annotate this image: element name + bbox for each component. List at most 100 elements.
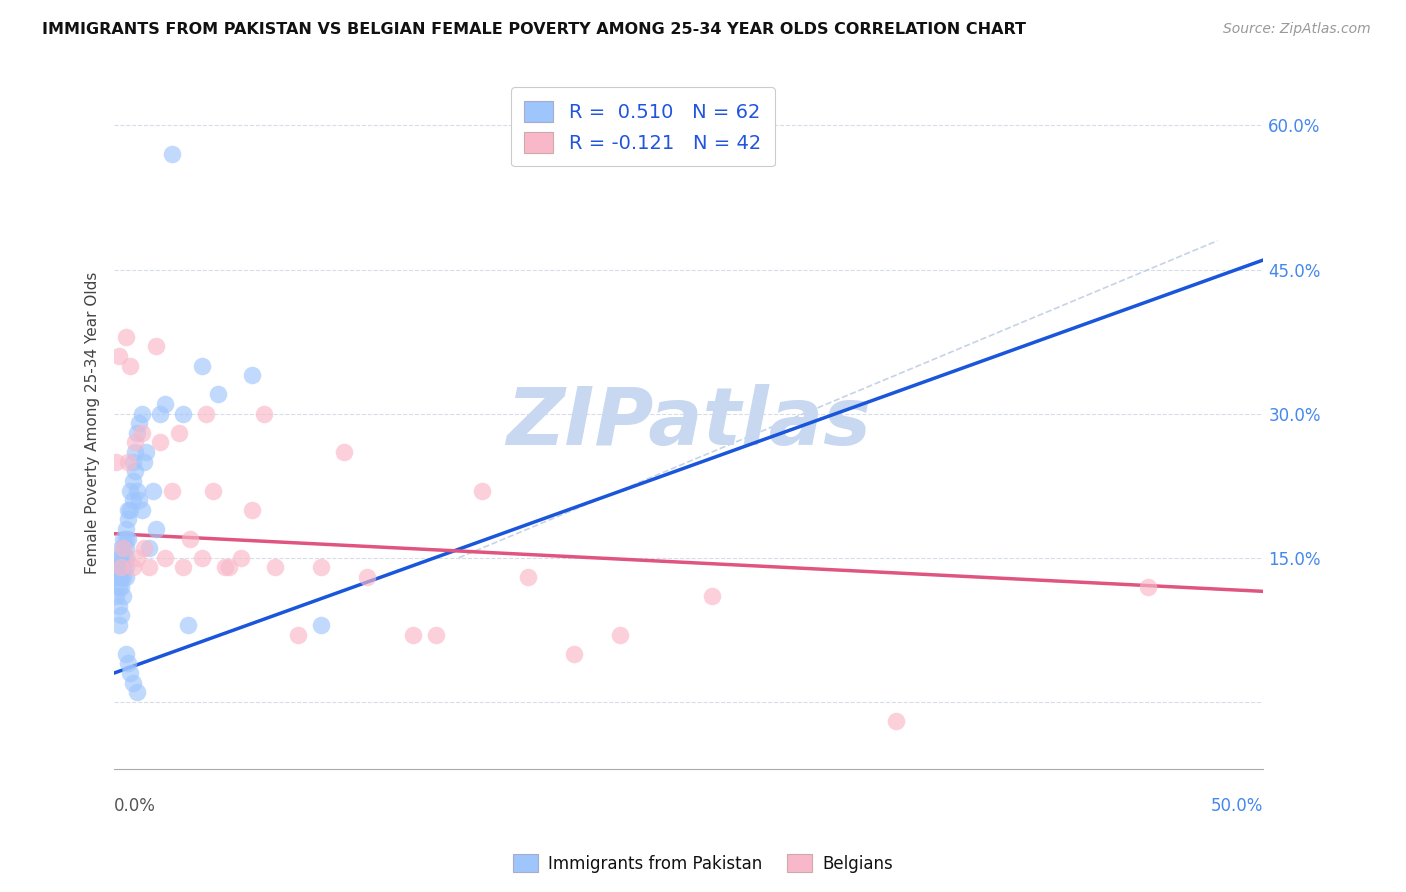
Point: [309, 618, 332, 632]
Point: [131, 425, 153, 440]
Point: [114, 541, 136, 556]
Legend: R =  0.510   N = 62, R = -0.121   N = 42: R = 0.510 N = 62, R = -0.121 N = 42: [510, 87, 775, 167]
Point: [124, 435, 146, 450]
Point: [117, 455, 139, 469]
Point: [105, 455, 128, 469]
Point: [700, 589, 723, 603]
Point: [110, 608, 132, 623]
Point: [202, 483, 225, 498]
Point: [240, 368, 263, 383]
Point: [229, 550, 252, 565]
Point: [127, 425, 149, 440]
Point: [114, 560, 136, 574]
Point: [107, 570, 129, 584]
Point: [425, 627, 447, 641]
Point: [240, 502, 263, 516]
Point: [153, 550, 176, 565]
Point: [252, 407, 274, 421]
Point: [110, 541, 132, 556]
Point: [121, 455, 143, 469]
Point: [114, 647, 136, 661]
Point: [128, 493, 150, 508]
Legend: Immigrants from Pakistan, Belgians: Immigrants from Pakistan, Belgians: [506, 847, 900, 880]
Point: [149, 435, 172, 450]
Point: [110, 580, 132, 594]
Point: [117, 657, 139, 671]
Point: [135, 445, 157, 459]
Point: [121, 493, 143, 508]
Point: [110, 550, 132, 565]
Text: ZIPatlas: ZIPatlas: [506, 384, 872, 462]
Point: [131, 502, 153, 516]
Point: [120, 359, 142, 373]
Point: [107, 618, 129, 632]
Point: [149, 407, 172, 421]
Point: [172, 560, 194, 574]
Point: [131, 407, 153, 421]
Point: [190, 550, 212, 565]
Point: [112, 532, 135, 546]
Point: [471, 483, 494, 498]
Point: [562, 647, 585, 661]
Point: [117, 532, 139, 546]
Point: [110, 560, 132, 574]
Point: [127, 483, 149, 498]
Point: [114, 522, 136, 536]
Point: [105, 560, 128, 574]
Point: [138, 560, 160, 574]
Point: [145, 339, 167, 353]
Point: [120, 666, 142, 681]
Text: IMMIGRANTS FROM PAKISTAN VS BELGIAN FEMALE POVERTY AMONG 25-34 YEAR OLDS CORRELA: IMMIGRANTS FROM PAKISTAN VS BELGIAN FEMA…: [42, 22, 1026, 37]
Point: [110, 560, 132, 574]
Point: [114, 570, 136, 584]
Point: [160, 147, 183, 161]
Text: 50.0%: 50.0%: [1211, 797, 1264, 814]
Point: [112, 541, 135, 556]
Point: [138, 541, 160, 556]
Point: [114, 330, 136, 344]
Point: [609, 627, 631, 641]
Point: [107, 560, 129, 574]
Point: [105, 570, 128, 584]
Point: [287, 627, 309, 641]
Point: [120, 502, 142, 516]
Point: [356, 570, 378, 584]
Point: [145, 522, 167, 536]
Text: Source: ZipAtlas.com: Source: ZipAtlas.com: [1223, 22, 1371, 37]
Point: [112, 570, 135, 584]
Point: [402, 627, 425, 641]
Point: [112, 560, 135, 574]
Point: [167, 425, 190, 440]
Point: [264, 560, 287, 574]
Point: [127, 685, 149, 699]
Point: [884, 714, 907, 728]
Point: [179, 532, 201, 546]
Point: [160, 483, 183, 498]
Point: [207, 387, 229, 401]
Point: [177, 618, 200, 632]
Point: [107, 599, 129, 613]
Point: [516, 570, 538, 584]
Point: [112, 550, 135, 565]
Point: [172, 407, 194, 421]
Point: [112, 541, 135, 556]
Point: [190, 359, 212, 373]
Point: [142, 483, 165, 498]
Point: [132, 455, 155, 469]
Point: [107, 550, 129, 565]
Point: [121, 560, 143, 574]
Point: [121, 675, 143, 690]
Point: [127, 550, 149, 565]
Point: [218, 560, 240, 574]
Point: [132, 541, 155, 556]
Point: [124, 445, 146, 459]
Point: [117, 512, 139, 526]
Point: [110, 570, 132, 584]
Point: [105, 589, 128, 603]
Point: [128, 417, 150, 431]
Point: [117, 502, 139, 516]
Point: [107, 349, 129, 363]
Point: [107, 580, 129, 594]
Point: [114, 532, 136, 546]
Point: [195, 407, 218, 421]
